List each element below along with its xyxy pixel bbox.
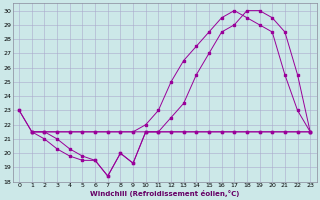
X-axis label: Windchill (Refroidissement éolien,°C): Windchill (Refroidissement éolien,°C)	[90, 190, 239, 197]
